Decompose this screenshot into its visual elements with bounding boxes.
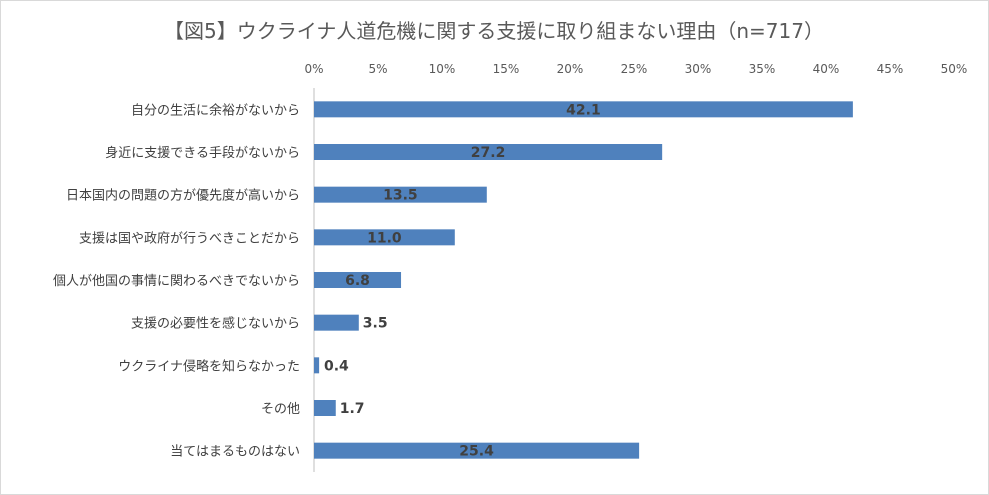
x-tick-label: 35% <box>749 62 776 76</box>
x-tick-label: 50% <box>941 62 968 76</box>
category-label: その他 <box>261 402 300 417</box>
bar <box>314 400 336 416</box>
data-label: 13.5 <box>383 188 418 204</box>
x-axis-ticks: 0% 5% 10% 15% 20% 25% 30% 35% 40% 45% 50% <box>304 62 967 76</box>
category-label: 日本国内の問題の方が優先度が高いから <box>66 188 300 204</box>
bar <box>314 357 320 374</box>
bar <box>314 442 640 459</box>
category-labels: 自分の生活に余裕がないから身近に支援できる手段がないから日本国内の問題の方が優先… <box>53 102 300 459</box>
bar <box>314 314 359 331</box>
category-label: 当てはまるものはない <box>170 445 300 460</box>
x-tick-label: 45% <box>877 62 904 76</box>
data-label: 3.5 <box>363 316 388 332</box>
x-tick-label: 10% <box>429 62 456 76</box>
category-label: ウクライナ侵略を知らなかった <box>118 358 300 374</box>
category-label: 身近に支援できる手段がないから <box>105 145 300 161</box>
x-tick-label: 15% <box>493 62 520 76</box>
chart-title: 【図5】ウクライナ人道危機に関する支援に取り組まない理由（n=717） <box>164 19 824 43</box>
bar <box>314 229 455 246</box>
category-label: 個人が他国の事情に関わるべきでないから <box>53 274 300 289</box>
data-label: 25.4 <box>459 444 494 460</box>
data-label: 1.7 <box>340 401 365 417</box>
data-label: 27.2 <box>471 145 506 161</box>
data-label: 11.0 <box>367 230 402 246</box>
bar <box>314 144 663 160</box>
x-tick-label: 0% <box>304 62 323 76</box>
x-tick-label: 20% <box>557 62 584 76</box>
x-tick-label: 40% <box>813 62 840 76</box>
data-label: 0.4 <box>324 358 349 374</box>
x-tick-label: 30% <box>685 62 712 76</box>
bar <box>314 101 853 118</box>
data-label: 6.8 <box>345 273 370 289</box>
x-tick-label: 25% <box>621 62 648 76</box>
data-labels: 42.1 27.2 13.5 11.0 6.8 3.5 0.4 1.7 25.4 <box>324 102 601 459</box>
category-label: 自分の生活に余裕がないから <box>131 102 300 118</box>
bar <box>314 186 487 203</box>
bars <box>314 101 853 459</box>
category-label: 支援の必要性を感じないから <box>131 316 300 332</box>
data-label: 42.1 <box>566 102 601 118</box>
x-tick-label: 5% <box>368 62 387 76</box>
category-label: 支援は国や政府が行うべきことだから <box>79 231 300 246</box>
bar <box>314 272 402 288</box>
